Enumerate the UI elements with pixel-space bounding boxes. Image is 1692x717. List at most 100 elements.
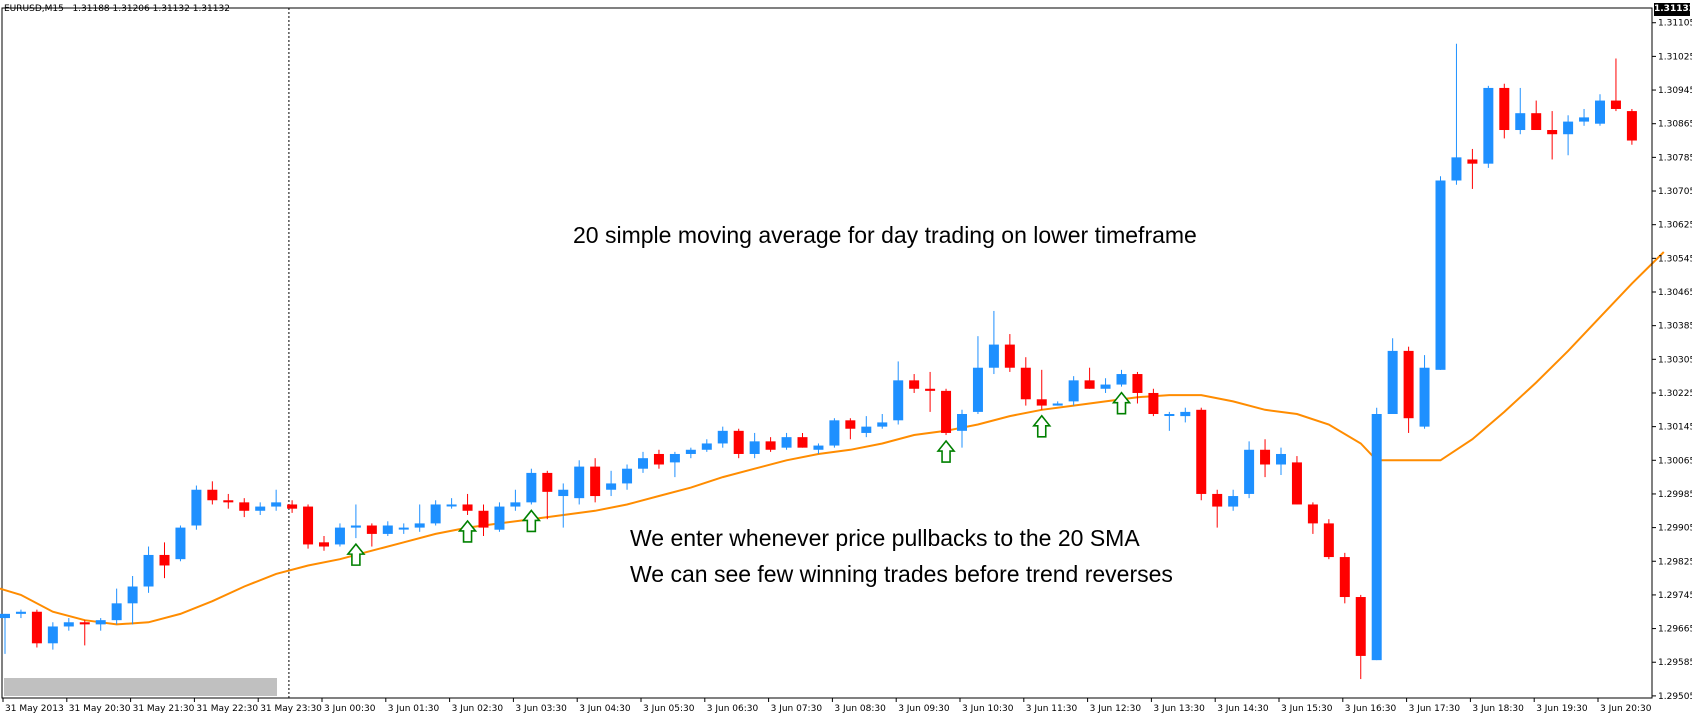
- candle-body: [1499, 87, 1510, 131]
- x-tick-label: 3 Jun 01:30: [388, 704, 440, 714]
- candle: [1467, 148, 1478, 189]
- candle: [1387, 338, 1398, 415]
- candle: [957, 409, 967, 448]
- candle: [1610, 58, 1621, 112]
- candle-body: [398, 527, 409, 530]
- candle-body: [1483, 87, 1494, 164]
- candle-body: [191, 489, 202, 526]
- candle-body: [781, 437, 792, 448]
- candle-body: [31, 611, 42, 644]
- sma-20-line: [0, 251, 1665, 626]
- candle: [1435, 176, 1446, 370]
- candle-body: [159, 554, 170, 566]
- candle-body: [765, 441, 776, 450]
- candle: [1323, 519, 1334, 560]
- entry-arrow-icon: [936, 439, 956, 463]
- candle-body: [638, 458, 648, 469]
- candle-body: [319, 542, 329, 547]
- x-tick-label: 3 Jun 11:30: [1026, 704, 1078, 714]
- candle-body: [749, 441, 760, 454]
- x-tick-label: 3 Jun 07:30: [771, 704, 823, 714]
- y-axis: 1.31105 1.31025 1.30945 1.30865 1.30785 1.307…: [1651, 8, 1692, 702]
- candle: [1563, 115, 1574, 156]
- candle-body: [63, 622, 74, 627]
- candle: [749, 432, 760, 459]
- candle-body: [1148, 392, 1159, 415]
- candle: [175, 525, 186, 562]
- candle-body: [1547, 130, 1558, 135]
- x-tick-label: 3 Jun 06:30: [707, 704, 759, 714]
- x-axis: 31 May 2013 31 May 20:30 31 May 21:30 31 Ma…: [2, 697, 1652, 714]
- candle-body: [558, 489, 569, 497]
- x-tick-label: 3 Jun 13:30: [1153, 704, 1205, 714]
- y-tick-label: 1.30625: [1658, 221, 1692, 231]
- candle: [685, 447, 696, 459]
- candle: [47, 622, 58, 650]
- candle-body: [207, 489, 218, 501]
- candle: [1451, 43, 1462, 185]
- candle: [366, 523, 377, 547]
- y-tick-label: 1.30145: [1658, 423, 1692, 433]
- candle: [1515, 87, 1526, 135]
- candle-body: [1180, 411, 1191, 417]
- candle: [1355, 594, 1366, 680]
- scroll-bar[interactable]: [4, 678, 277, 696]
- candle-body: [733, 430, 744, 454]
- candle-body: [1626, 111, 1637, 141]
- x-tick-label: 31 May 20:30: [69, 704, 131, 714]
- candle-body: [111, 603, 122, 621]
- candle: [31, 609, 42, 648]
- candle-body: [430, 504, 441, 524]
- candle-body: [127, 586, 138, 604]
- y-tick-label: 1.29505: [1658, 692, 1692, 702]
- candle: [1307, 502, 1318, 534]
- candle: [1547, 111, 1558, 160]
- candle: [1148, 388, 1159, 417]
- candle: [271, 489, 282, 511]
- candle: [1068, 376, 1079, 406]
- x-tick-label: 31 May 23:30: [260, 704, 322, 714]
- y-tick-label: 1.30065: [1658, 456, 1692, 466]
- candle-body: [0, 613, 10, 619]
- candle-body: [1610, 100, 1621, 109]
- candle-body: [350, 525, 361, 528]
- candle: [143, 546, 154, 593]
- y-tick-label: 1.29825: [1658, 557, 1692, 567]
- candle-body: [1387, 350, 1398, 415]
- candle: [1132, 371, 1143, 404]
- candle: [829, 418, 840, 448]
- candle: [127, 575, 138, 625]
- candle: [1244, 441, 1255, 499]
- candle: [494, 502, 505, 532]
- y-tick-label: 1.29665: [1658, 625, 1692, 635]
- candle-body: [685, 449, 696, 454]
- candle-body: [223, 500, 234, 503]
- candle: [1020, 357, 1031, 406]
- candle-body: [526, 472, 537, 503]
- candle: [159, 542, 170, 579]
- candle: [941, 388, 952, 436]
- x-tick-label: 3 Jun 12:30: [1090, 704, 1142, 714]
- candle-body: [1451, 157, 1462, 181]
- candle: [1579, 108, 1590, 126]
- y-tick-label: 1.30945: [1658, 86, 1692, 96]
- symbol-info: EURUSD,M15 1.31188 1.31206 1.31132 1.311…: [4, 4, 230, 14]
- symbol-label: EURUSD,M15: [4, 4, 64, 14]
- candle: [414, 504, 425, 532]
- candle: [733, 428, 744, 459]
- candle-body: [957, 414, 967, 431]
- candle: [765, 437, 776, 452]
- candle: [1116, 369, 1127, 387]
- entry-arrow-icon: [521, 509, 542, 533]
- candle: [255, 502, 266, 515]
- candle: [191, 485, 202, 530]
- y-tick-label: 1.30705: [1658, 187, 1692, 197]
- candle: [223, 493, 234, 509]
- candle: [239, 498, 250, 518]
- x-tick-label: 3 Jun 18:30: [1472, 704, 1524, 714]
- candle: [1084, 367, 1095, 389]
- sma-layer: [0, 251, 1665, 626]
- y-tick-label: 1.29745: [1658, 591, 1692, 601]
- candle-body: [1531, 113, 1542, 131]
- candle-body: [1004, 344, 1015, 368]
